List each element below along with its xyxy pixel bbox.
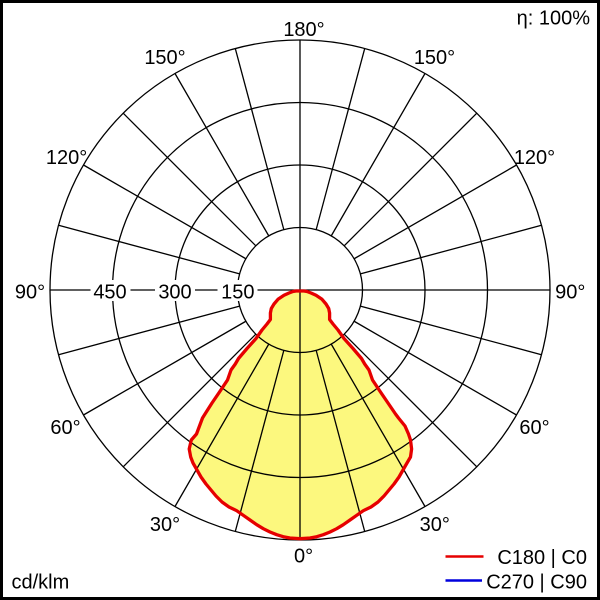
svg-text:cd/klm: cd/klm bbox=[12, 572, 70, 594]
svg-text:90°: 90° bbox=[555, 281, 585, 303]
svg-text:η: 100%: η: 100% bbox=[517, 8, 591, 30]
svg-text:120°: 120° bbox=[514, 147, 555, 169]
svg-text:60°: 60° bbox=[50, 417, 80, 439]
svg-text:C180 | C0: C180 | C0 bbox=[497, 547, 587, 569]
svg-text:180°: 180° bbox=[283, 19, 324, 41]
svg-text:C270 | C90: C270 | C90 bbox=[486, 571, 587, 593]
svg-text:30°: 30° bbox=[420, 514, 450, 536]
svg-text:450: 450 bbox=[93, 281, 126, 303]
svg-text:120°: 120° bbox=[46, 147, 87, 169]
svg-text:150°: 150° bbox=[144, 47, 185, 69]
svg-text:60°: 60° bbox=[519, 417, 549, 439]
svg-text:30°: 30° bbox=[150, 514, 180, 536]
svg-text:90°: 90° bbox=[15, 281, 45, 303]
svg-text:0°: 0° bbox=[294, 545, 313, 567]
svg-text:300: 300 bbox=[158, 281, 191, 303]
svg-text:150°: 150° bbox=[414, 47, 455, 69]
svg-text:150: 150 bbox=[221, 281, 254, 303]
